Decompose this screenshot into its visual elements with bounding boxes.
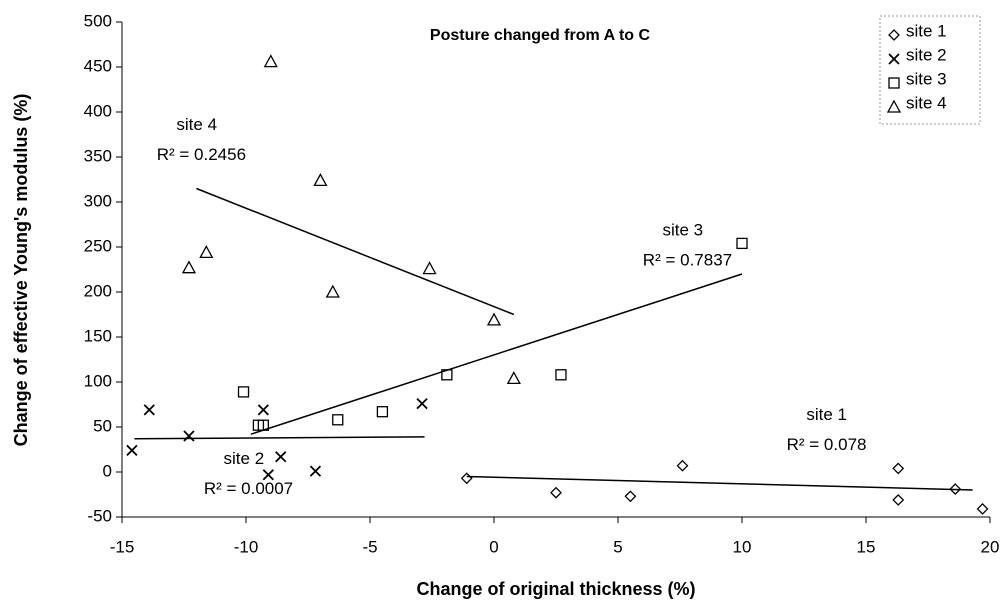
y-tick-label: 400: [84, 101, 112, 120]
x-tick-label: 5: [613, 537, 622, 556]
x-tick-label: -5: [362, 537, 377, 556]
point: [422, 261, 437, 275]
point: [262, 469, 274, 481]
y-tick-label: 0: [103, 461, 112, 480]
point: [376, 406, 389, 418]
point: [416, 397, 428, 410]
point: [892, 493, 905, 506]
point: [888, 29, 900, 41]
point: [126, 444, 138, 457]
y-tick-label: 100: [84, 371, 112, 390]
point: [949, 483, 962, 496]
trendline: [196, 187, 515, 316]
point: [555, 369, 567, 381]
x-tick-label: 0: [489, 537, 498, 556]
point: [736, 237, 748, 250]
chart-title: Posture changed from A to C: [430, 27, 651, 44]
legend-label: site 4: [906, 93, 947, 112]
point: [263, 54, 278, 68]
legend-label: site 2: [906, 45, 947, 64]
point: [183, 430, 195, 442]
y-tick-label: 500: [84, 11, 112, 30]
point: [460, 472, 473, 485]
annotation-r2: R² = 0.7837: [643, 250, 732, 269]
point: [199, 245, 214, 259]
legend-label: site 3: [906, 69, 947, 88]
x-tick-label: -10: [234, 537, 259, 556]
point: [309, 465, 322, 477]
point: [332, 414, 344, 426]
point: [257, 404, 269, 416]
annotation-r2: R² = 0.0007: [204, 479, 293, 498]
point: [976, 502, 989, 515]
annotation: site 2: [224, 449, 265, 468]
point: [237, 386, 250, 398]
y-tick-label: -50: [87, 506, 112, 525]
trendline: [250, 273, 743, 435]
trendline: [134, 436, 425, 440]
point: [624, 490, 637, 503]
annotation: site 3: [662, 220, 703, 239]
point: [325, 284, 340, 298]
trendline: [466, 475, 973, 491]
point: [257, 419, 270, 431]
point: [181, 260, 197, 274]
y-axis-label: Change of effective Young's modulus (%): [11, 94, 31, 447]
x-tick-label: -15: [110, 537, 135, 556]
annotation-r2: R² = 0.2456: [157, 145, 246, 164]
x-tick-label: 15: [857, 537, 876, 556]
y-tick-label: 450: [84, 56, 112, 75]
point: [506, 371, 521, 385]
x-tick-label: 10: [733, 537, 752, 556]
point: [486, 312, 502, 326]
annotation: site 1: [806, 405, 847, 424]
point: [888, 53, 900, 65]
y-tick-label: 300: [84, 191, 112, 210]
legend-label: site 1: [906, 21, 947, 40]
point: [550, 486, 562, 499]
annotation: site 4: [176, 115, 217, 134]
point: [886, 99, 902, 113]
point: [888, 77, 900, 89]
y-tick-label: 200: [84, 281, 112, 300]
annotation-r2: R² = 0.078: [787, 435, 867, 454]
point: [441, 369, 453, 381]
y-tick-label: 50: [93, 416, 112, 435]
y-tick-label: 250: [84, 236, 112, 255]
point: [143, 404, 155, 416]
point: [892, 462, 905, 475]
point: [676, 459, 689, 472]
x-tick-label: 20: [981, 537, 1000, 556]
y-tick-label: 350: [84, 146, 112, 165]
y-tick-label: 150: [84, 326, 112, 345]
x-axis-label: Change of original thickness (%): [416, 579, 695, 599]
point: [275, 451, 287, 463]
point: [313, 173, 328, 187]
